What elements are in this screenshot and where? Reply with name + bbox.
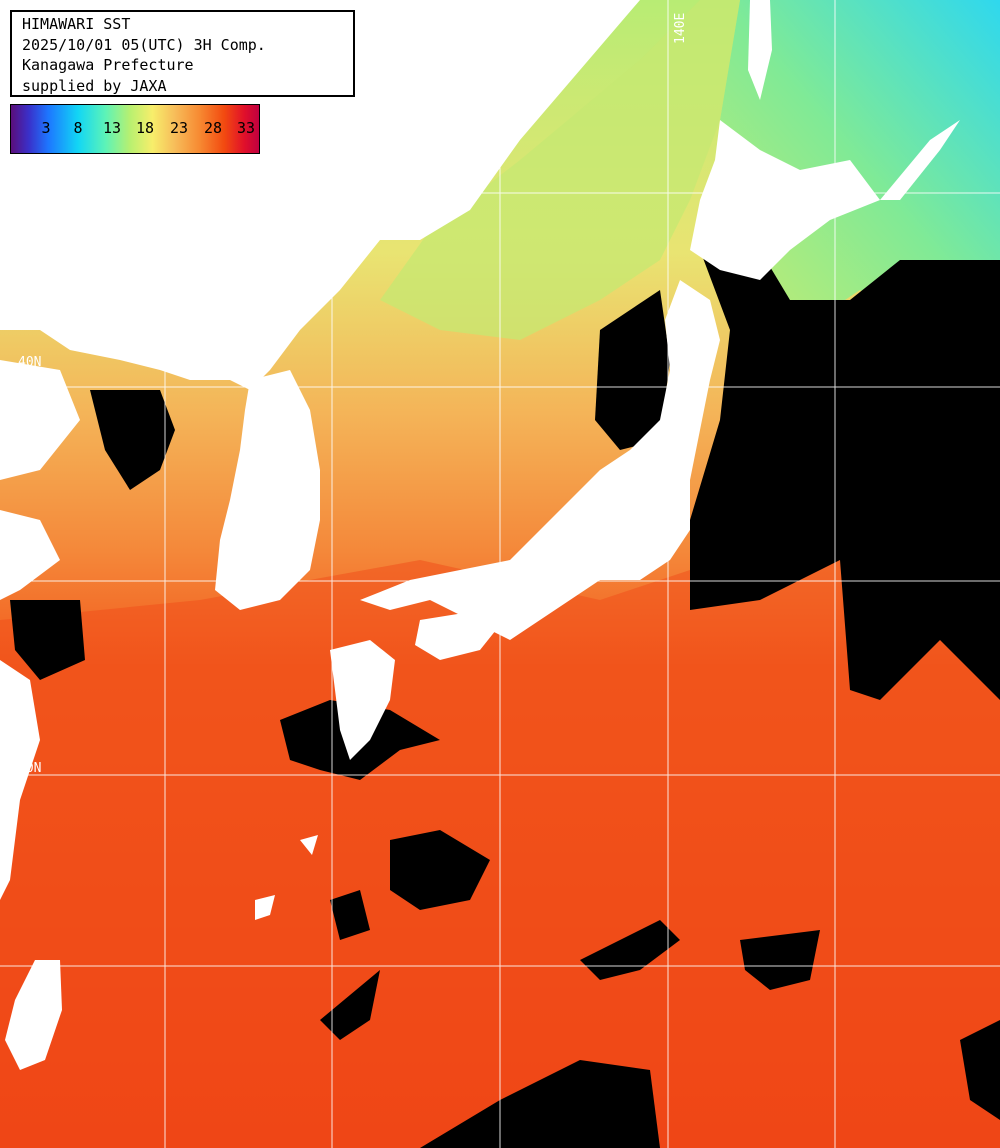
korean-peninsula [215, 370, 320, 610]
lat-label-30n: 30N [18, 761, 41, 776]
title-line-4: supplied by JAXA [22, 76, 167, 95]
legend-label-18: 18 [135, 119, 155, 137]
sakhalin [748, 0, 772, 100]
legend-label-3: 3 [41, 119, 51, 137]
ryukyu-islands [255, 835, 318, 920]
lat-label-40n: 40N [18, 355, 41, 370]
shikoku [415, 612, 500, 660]
asian-mainland [0, 0, 640, 390]
legend-label-28: 28 [203, 119, 223, 137]
cool-water-japan-sea-north [380, 0, 740, 340]
legend-label-33: 33 [236, 119, 256, 137]
honshu [360, 280, 720, 640]
land [0, 0, 960, 1070]
cloud-mask [10, 125, 1000, 1148]
title-box: HIMAWARI SST 2025/10/01 05(UTC) 3H Comp.… [10, 10, 355, 97]
lon-label-140e: 140E [673, 13, 688, 44]
kuril-islands [880, 120, 960, 200]
hokkaido [690, 120, 880, 280]
title-line-3: Kanagawa Prefecture [22, 56, 194, 74]
color-scale-legend: 3 8 13 18 23 28 33 [10, 104, 260, 154]
title-line-2: 2025/10/01 05(UTC) 3H Comp. [22, 35, 266, 54]
legend-label-8: 8 [73, 119, 83, 137]
taiwan [5, 960, 62, 1070]
legend-label-23: 23 [169, 119, 189, 137]
title-line-1: HIMAWARI SST [22, 15, 131, 33]
kyushu [330, 640, 395, 760]
china-coast [0, 360, 80, 900]
legend-label-13: 13 [102, 119, 122, 137]
